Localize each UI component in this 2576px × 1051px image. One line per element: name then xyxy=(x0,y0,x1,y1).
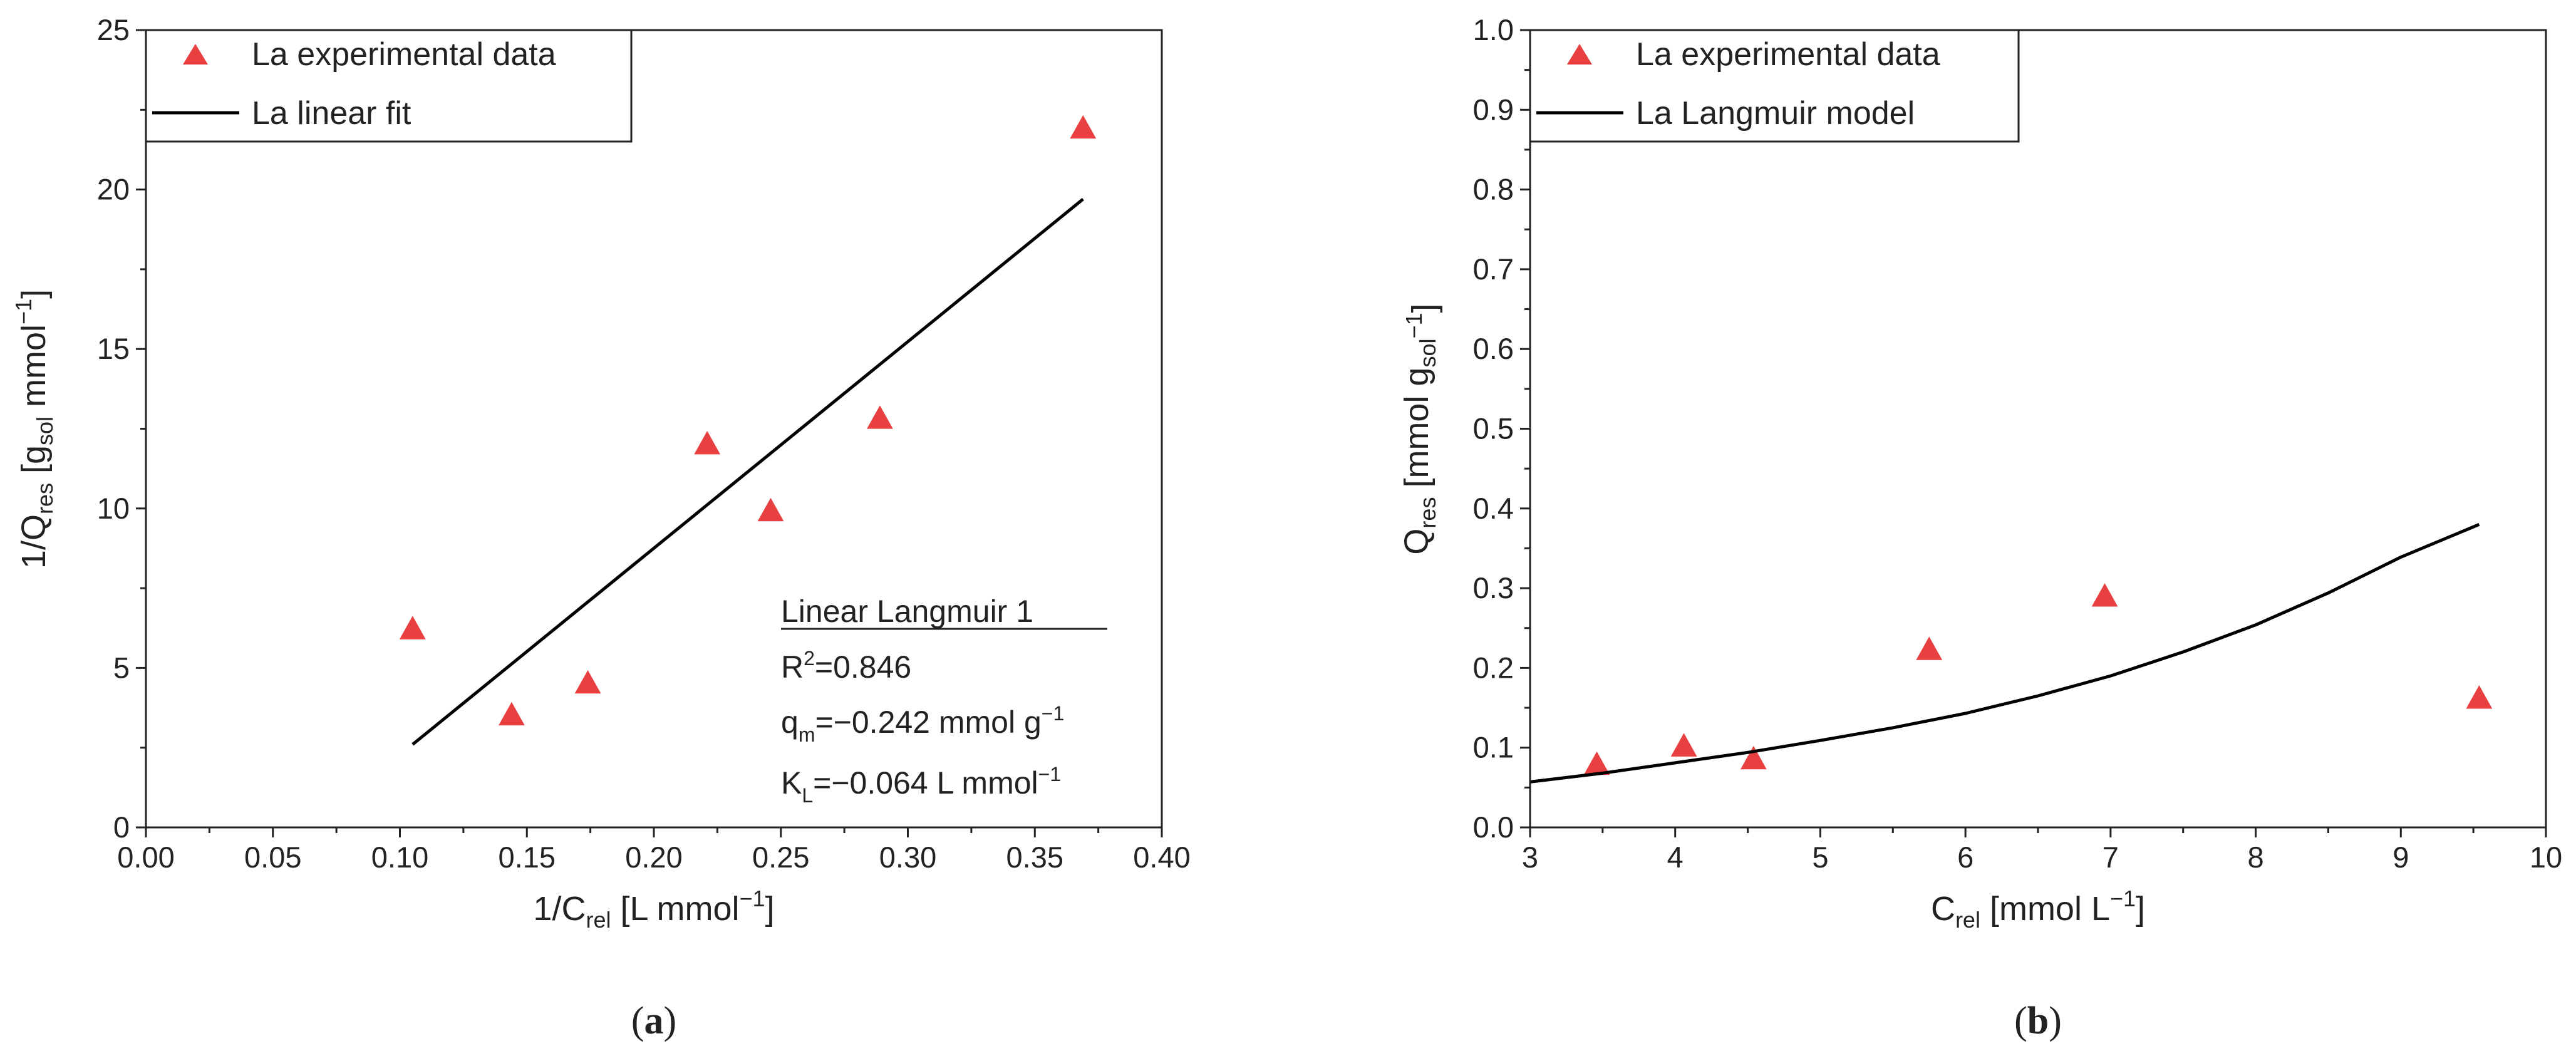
panel-a-x-tick-label: 0.10 xyxy=(371,841,428,874)
panel-a-data-point xyxy=(1070,115,1097,139)
annotation-title: Linear Langmuir 1 xyxy=(781,594,1033,629)
panel-a-series-line xyxy=(411,197,1084,746)
panel-a-plot-frame xyxy=(145,29,1163,829)
panel-b-y-tick-label: 0.7 xyxy=(1473,252,1514,286)
panel-a-legend: La experimental data La linear fit xyxy=(145,29,633,143)
panel-b-x-tick-label: 4 xyxy=(1667,841,1684,874)
panel-a-x-tick-label: 0.20 xyxy=(625,841,682,874)
panel-b-y-tick-label: 0.1 xyxy=(1473,731,1514,764)
panel-a-x-tick-label: 0.15 xyxy=(499,841,556,874)
panel-a-fit-annotation: Linear Langmuir 1 R2=0.846 qm=−0.242 mmo… xyxy=(781,594,1107,807)
panel-a-y-tick-label: 20 xyxy=(97,173,130,206)
panel-b-series xyxy=(1529,522,2493,784)
panel-a-x-tick-label: 0.05 xyxy=(244,841,301,874)
panel-b-y-tick-label: 1.0 xyxy=(1473,13,1514,46)
annotation-r2: R2=0.846 xyxy=(781,647,911,685)
panel-b-x-tick-label: 6 xyxy=(1957,841,1973,874)
panel-a-y-tick-label: 0 xyxy=(113,810,130,844)
panel-b-data-point xyxy=(1583,751,1610,775)
panel-a-legend-label-experimental: La experimental data xyxy=(252,36,556,73)
panel-b-legend-marker-icon xyxy=(1567,44,1592,65)
panel-a-y-axis-title: 1/Qres [gsol mmol−1] xyxy=(11,289,58,569)
panel-b-y-tick-label: 0.0 xyxy=(1473,810,1514,844)
panel-b-y-tick-label: 0.5 xyxy=(1473,412,1514,445)
panel-a-ticks: 0.00 0.05 0.10 0.15 0.20 0.25 0.30 0.35 0.40 0 5 10… xyxy=(97,13,1191,874)
panel-b-data-point xyxy=(1740,745,1767,770)
panel-b-y-tick-label: 0.4 xyxy=(1473,492,1514,525)
panel-b-x-tick-label: 3 xyxy=(1522,841,1538,874)
chart-panel-b: 3 4 5 6 7 8 9 10 0.0 0.1 0.2 0.3 0.4 0.5 0.6 0.7 0.8 0.9 1… xyxy=(1398,13,2562,1042)
panel-b-x-tick-label: 10 xyxy=(2530,841,2562,874)
panel-b-ticks: 3 4 5 6 7 8 9 10 0.0 0.1 0.2 0.3 0.4 0.5 0.6 0.7 0.8 0.9 1… xyxy=(1473,13,2562,874)
panel-b-legend: La experimental data La Langmuir model xyxy=(1529,29,2020,143)
panel-b-y-tick-label: 0.8 xyxy=(1473,173,1514,206)
panel-a-data-point xyxy=(757,497,784,522)
panel-a-data-point xyxy=(866,405,893,429)
panel-b-plot-frame xyxy=(1529,29,2547,829)
panel-b-y-tick-label: 0.6 xyxy=(1473,332,1514,365)
panel-a-data-point xyxy=(574,670,601,694)
panel-b-series-line xyxy=(1529,522,2480,784)
panel-b-legend-label-experimental: La experimental data xyxy=(1636,36,1940,73)
panel-b-y-tick-label: 0.9 xyxy=(1473,93,1514,126)
panel-a-x-tick-label: 0.25 xyxy=(752,841,809,874)
panel-a-x-tick-label: 0.40 xyxy=(1133,841,1190,874)
panel-a-x-tick-label: 0.00 xyxy=(117,841,174,874)
panel-b-y-axis-title: Qres [mmol gsol−1] xyxy=(1398,303,1443,554)
panel-a-x-tick-label: 0.35 xyxy=(1006,841,1063,874)
panel-a-y-tick-label: 10 xyxy=(97,492,130,525)
panel-a-series xyxy=(399,115,1097,746)
annotation-qm: qm=−0.242 mmol g−1 xyxy=(781,702,1064,746)
panel-b-label: (b) xyxy=(2014,1000,2062,1042)
panel-a-y-tick-label: 25 xyxy=(97,13,130,46)
panel-a-y-tick-label: 5 xyxy=(113,651,130,684)
annotation-kl: KL=−0.064 L mmol−1 xyxy=(781,763,1061,807)
panel-b-x-tick-label: 8 xyxy=(2248,841,2264,874)
panel-a-legend-marker-icon xyxy=(183,44,208,65)
panel-a-data-point xyxy=(499,702,525,726)
panel-a-label: (a) xyxy=(631,1000,676,1042)
panel-a-data-point xyxy=(399,616,426,639)
panel-b-y-tick-label: 0.2 xyxy=(1473,651,1514,684)
panel-b-x-axis-title: Crel [mmol L−1] xyxy=(1931,886,2145,933)
chart-panel-a: 0.00 0.05 0.10 0.15 0.20 0.25 0.30 0.35 0.40 0 5 10… xyxy=(11,13,1191,1042)
panel-b-x-tick-label: 5 xyxy=(1812,841,1828,874)
panel-a-legend-label-fit: La linear fit xyxy=(252,95,411,132)
panel-b-data-point xyxy=(1916,636,1943,660)
panel-b-data-point xyxy=(1670,733,1697,757)
panel-a-x-tick-label: 0.30 xyxy=(879,841,936,874)
panel-a-legend-box xyxy=(145,29,633,143)
panel-a-y-tick-label: 15 xyxy=(97,332,130,365)
panel-b-data-point xyxy=(2091,583,2118,607)
panel-a-data-point xyxy=(694,430,721,455)
panel-b-legend-box xyxy=(1529,29,2020,143)
panel-b-y-tick-label: 0.3 xyxy=(1473,571,1514,604)
panel-b-data-point xyxy=(2466,685,2493,709)
panel-b-x-tick-label: 9 xyxy=(2392,841,2409,874)
panel-a-x-axis-title: 1/Crel [L mmol−1] xyxy=(533,886,774,933)
panel-b-legend-label-model: La Langmuir model xyxy=(1636,95,1915,132)
panel-b-x-tick-label: 7 xyxy=(2103,841,2119,874)
